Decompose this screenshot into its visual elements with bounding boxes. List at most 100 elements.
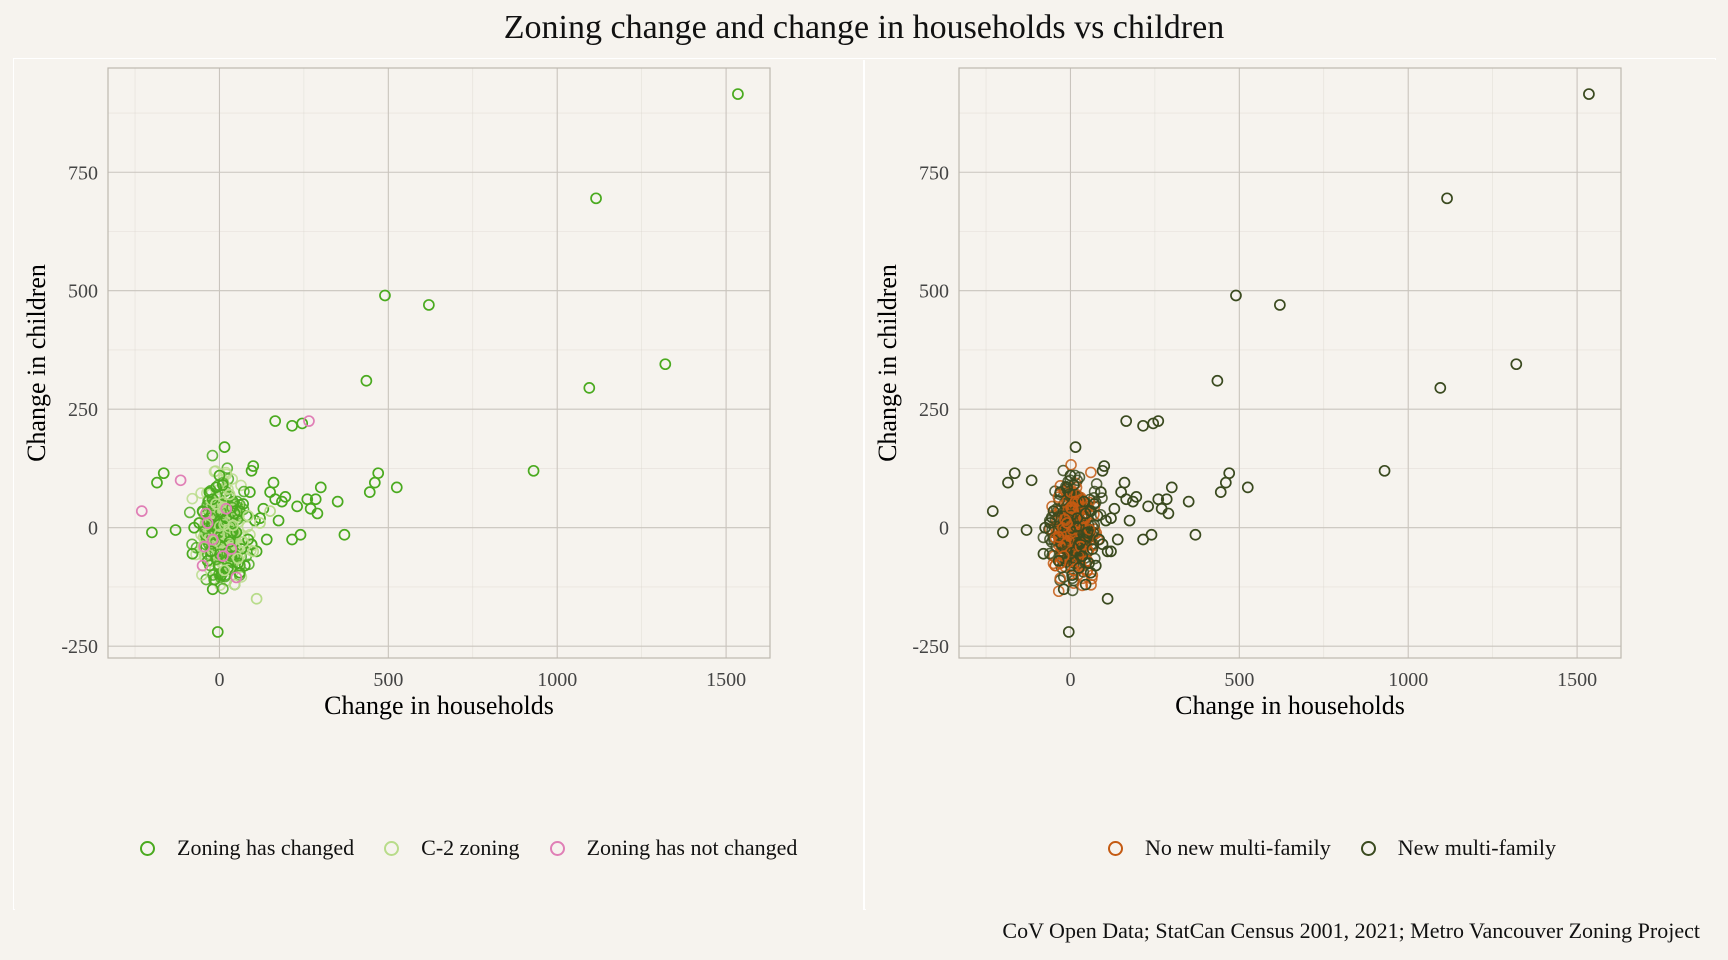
cluster-point (1043, 547, 1056, 560)
left-scatter-plot: 0 500 1000 1500 -250 0 250 500 750 Change in hous… (22, 67, 771, 720)
right-scatter-plot: 0 500 1000 1500 -250 0 250 500 750 Change in hous… (873, 67, 1622, 720)
y-tick-label: -250 (912, 636, 949, 658)
data-point (1378, 464, 1391, 477)
chart-title: Zoning change and change in households v… (503, 9, 1225, 46)
data-point (1069, 441, 1082, 453)
data-point (294, 528, 307, 541)
data-point (1219, 476, 1232, 489)
data-point (583, 382, 596, 394)
data-point (218, 564, 231, 577)
data-point (135, 505, 148, 517)
data-point (1096, 464, 1109, 477)
data-point (206, 533, 219, 546)
data-point (201, 517, 214, 529)
data-point (423, 299, 435, 311)
data-point (218, 441, 231, 453)
cluster-point (186, 492, 199, 505)
data-point (225, 550, 238, 562)
data-point (331, 495, 344, 508)
data-point (296, 417, 309, 430)
x-tick-label: 0 (1065, 669, 1075, 691)
x-axis-title: Change in households (1175, 691, 1405, 720)
data-point (1083, 557, 1095, 570)
data-point (1057, 583, 1070, 596)
legend-key-no-new-multifamily (1108, 840, 1123, 856)
y-tick-label: 0 (88, 518, 98, 540)
data-point (1052, 531, 1065, 544)
legend-item-new-multifamily: New multi-family (1360, 835, 1556, 861)
x-tick-label: 1500 (706, 669, 746, 691)
y-tick-label: 750 (919, 162, 949, 184)
data-point (230, 526, 243, 539)
data-point (1086, 543, 1099, 555)
cluster-point (1083, 524, 1096, 536)
data-point (1152, 493, 1165, 506)
y-tick-label: 500 (919, 281, 949, 303)
data-point (206, 583, 219, 596)
cluster-point (1088, 485, 1101, 498)
data-point (1214, 486, 1227, 498)
legend-key-zoning-changed (140, 840, 155, 856)
data-point (264, 486, 276, 498)
data-point (1054, 557, 1067, 570)
data-point (257, 502, 270, 515)
data-point (220, 502, 233, 515)
data-point (169, 524, 182, 536)
data-point (1182, 495, 1195, 508)
y-tick-label: 750 (68, 162, 98, 184)
data-point (1039, 521, 1051, 534)
cluster-point (208, 535, 221, 547)
data-point (1054, 486, 1067, 498)
data-point (203, 486, 216, 498)
cluster-point (1066, 584, 1079, 597)
x-tick-label: 0 (214, 669, 224, 691)
y-axis-title: Change in children (873, 264, 902, 462)
data-point (1069, 495, 1082, 508)
data-point (301, 493, 314, 506)
data-point (232, 552, 244, 565)
data-point (1105, 545, 1117, 558)
plot-border (107, 67, 771, 659)
data-point (1510, 358, 1523, 371)
data-point (264, 505, 276, 517)
data-point (1020, 524, 1033, 536)
right-legend: No new multi-family New multi-family (1108, 833, 1586, 863)
data-point (527, 464, 540, 477)
data-point (196, 559, 209, 572)
data-point (1062, 626, 1075, 638)
x-tick-label: 1500 (1557, 669, 1597, 691)
data-point (1052, 555, 1065, 567)
data-point (1073, 562, 1085, 574)
data-point (1067, 479, 1080, 491)
cluster-point (220, 466, 232, 479)
data-point (1434, 382, 1447, 394)
data-point (1066, 569, 1078, 581)
data-point (368, 476, 381, 489)
data-point (363, 486, 376, 498)
data-point (174, 474, 187, 487)
legend-key-new-multifamily (1360, 840, 1376, 856)
x-tick-label: 1000 (1388, 669, 1428, 691)
data-point (1088, 498, 1100, 510)
data-point (1137, 533, 1149, 546)
data-point (1223, 467, 1236, 480)
data-point (216, 479, 229, 491)
data-point (269, 493, 282, 506)
data-points (135, 88, 744, 638)
data-point (1079, 507, 1092, 520)
y-tick-label: 500 (68, 281, 98, 303)
data-point (1120, 415, 1133, 427)
data-point (379, 289, 391, 302)
data-point (1096, 538, 1109, 551)
x-tick-label: 1000 (537, 669, 577, 691)
data-point (309, 493, 322, 506)
data-point (237, 498, 249, 510)
data-point (1165, 481, 1178, 494)
data-point (1230, 289, 1242, 302)
data-point (210, 498, 222, 510)
data-point (986, 505, 999, 517)
data-point (390, 481, 403, 494)
data-point (1241, 481, 1254, 494)
data-point (360, 374, 373, 387)
data-point (1002, 476, 1014, 489)
